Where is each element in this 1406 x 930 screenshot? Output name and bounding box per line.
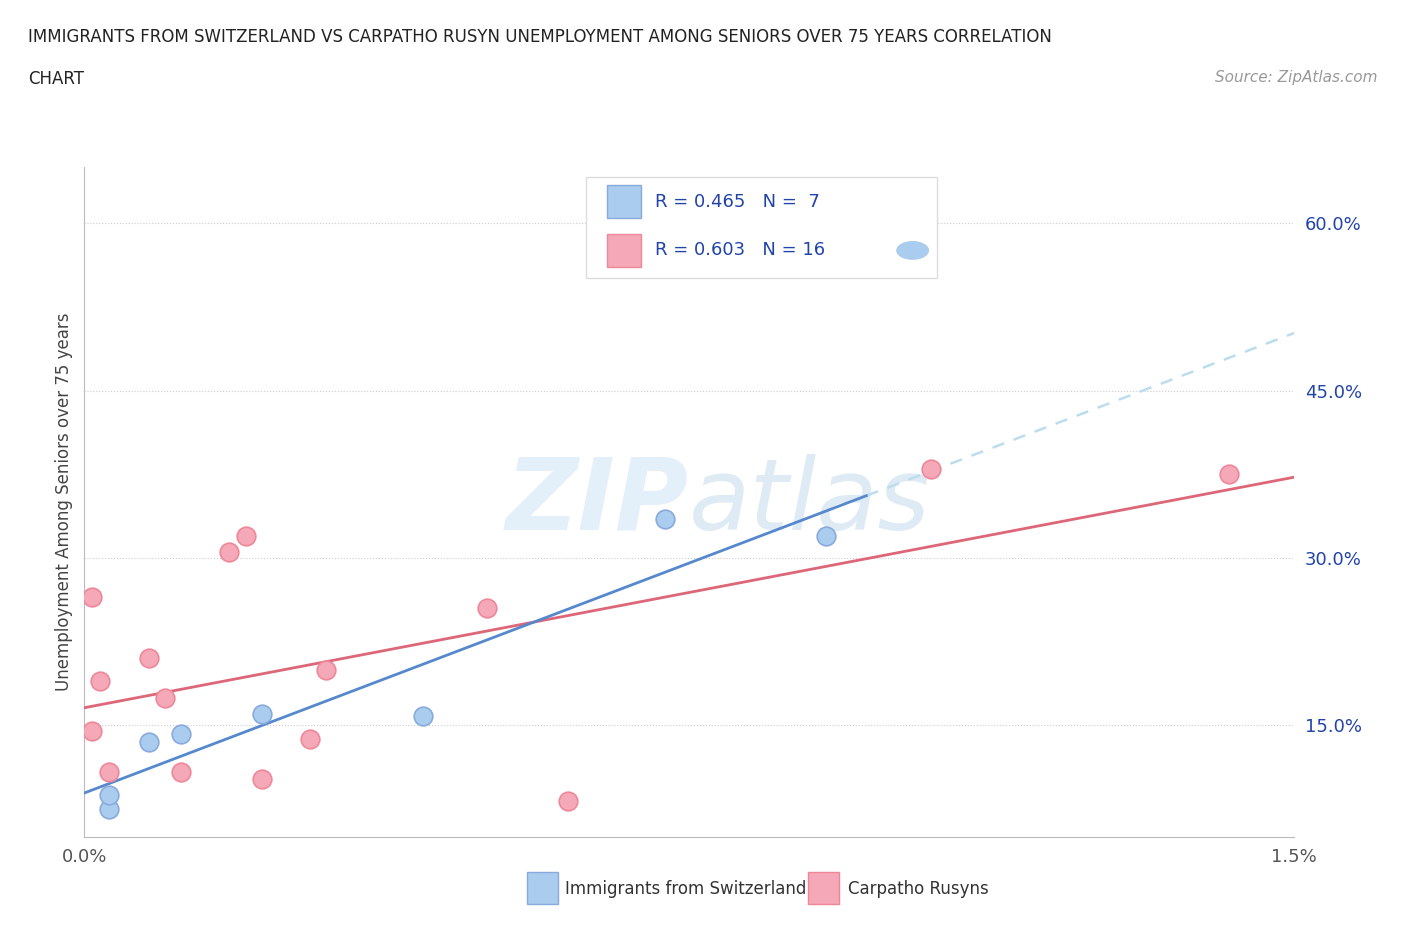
Point bbox=[557, 794, 579, 809]
Text: ZIP: ZIP bbox=[506, 454, 689, 551]
Point bbox=[412, 709, 434, 724]
Bar bbox=[607, 185, 641, 218]
Point bbox=[170, 764, 193, 779]
Point bbox=[138, 735, 160, 750]
Bar bbox=[607, 234, 641, 267]
Text: R = 0.465   N =  7: R = 0.465 N = 7 bbox=[655, 193, 820, 210]
Point bbox=[299, 731, 322, 746]
Point bbox=[170, 727, 193, 742]
Point bbox=[138, 651, 160, 666]
Point bbox=[250, 707, 273, 722]
Text: CHART: CHART bbox=[28, 70, 84, 87]
Point bbox=[1218, 467, 1240, 482]
Point bbox=[97, 764, 120, 779]
Point bbox=[89, 673, 111, 688]
Point bbox=[814, 528, 837, 543]
Point bbox=[654, 512, 676, 526]
FancyBboxPatch shape bbox=[586, 178, 936, 278]
Text: R = 0.603   N = 16: R = 0.603 N = 16 bbox=[655, 242, 825, 259]
Y-axis label: Unemployment Among Seniors over 75 years: Unemployment Among Seniors over 75 years bbox=[55, 313, 73, 691]
Point bbox=[250, 772, 273, 787]
Point bbox=[97, 802, 120, 817]
Text: Immigrants from Switzerland: Immigrants from Switzerland bbox=[565, 880, 807, 898]
Circle shape bbox=[897, 242, 928, 259]
Point bbox=[153, 690, 176, 705]
Text: Source: ZipAtlas.com: Source: ZipAtlas.com bbox=[1215, 70, 1378, 85]
Text: atlas: atlas bbox=[689, 454, 931, 551]
Point bbox=[920, 461, 942, 476]
Text: Carpatho Rusyns: Carpatho Rusyns bbox=[848, 880, 988, 898]
Text: IMMIGRANTS FROM SWITZERLAND VS CARPATHO RUSYN UNEMPLOYMENT AMONG SENIORS OVER 75: IMMIGRANTS FROM SWITZERLAND VS CARPATHO … bbox=[28, 28, 1052, 46]
Point bbox=[235, 528, 257, 543]
Point bbox=[82, 724, 104, 738]
Point bbox=[315, 662, 337, 677]
Point bbox=[82, 590, 104, 604]
Point bbox=[218, 545, 240, 560]
Point bbox=[97, 787, 120, 802]
Point bbox=[477, 601, 499, 616]
